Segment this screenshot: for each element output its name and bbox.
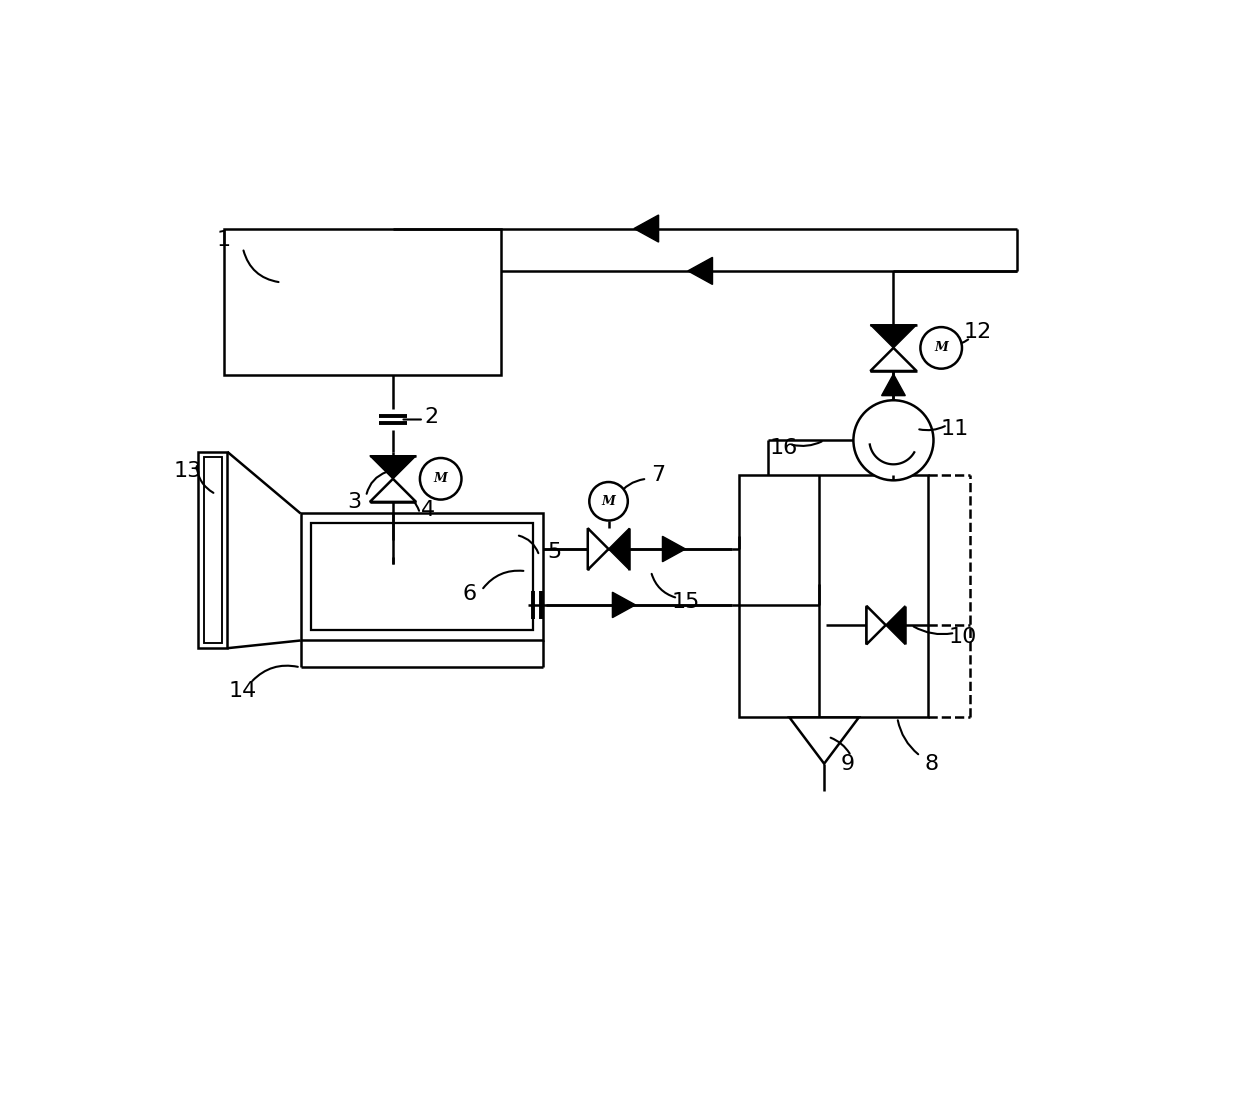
Text: 3: 3 (347, 492, 362, 512)
Polygon shape (609, 528, 630, 570)
Polygon shape (688, 258, 713, 285)
Bar (739, 475, 928, 718)
Text: 13: 13 (174, 461, 201, 481)
Polygon shape (867, 606, 885, 644)
Text: 5: 5 (548, 541, 562, 562)
Polygon shape (870, 324, 916, 347)
Text: 6: 6 (463, 584, 477, 604)
Text: 15: 15 (671, 592, 699, 612)
Polygon shape (613, 592, 635, 618)
Text: 2: 2 (424, 408, 439, 427)
Bar (300, 513, 543, 640)
Polygon shape (370, 456, 417, 479)
Polygon shape (882, 374, 905, 396)
Text: M: M (601, 494, 615, 507)
Text: 10: 10 (949, 627, 977, 647)
Bar (203, 457, 222, 642)
Text: 8: 8 (925, 754, 939, 774)
Circle shape (920, 327, 962, 368)
Circle shape (420, 458, 461, 500)
Text: 14: 14 (228, 681, 257, 700)
Bar (384, 539, 402, 557)
Polygon shape (790, 718, 859, 764)
Text: 12: 12 (963, 322, 992, 342)
Text: M: M (934, 341, 949, 354)
Text: 1: 1 (217, 230, 231, 250)
Text: 9: 9 (841, 754, 854, 774)
Circle shape (589, 482, 627, 521)
Text: 16: 16 (769, 438, 797, 458)
Bar (198, 452, 227, 648)
Bar (310, 524, 533, 630)
Text: 7: 7 (651, 465, 666, 484)
Polygon shape (588, 528, 609, 570)
Text: 11: 11 (941, 419, 970, 438)
Text: 4: 4 (420, 500, 435, 520)
Polygon shape (885, 606, 905, 644)
Polygon shape (662, 536, 686, 562)
Polygon shape (370, 479, 417, 502)
Polygon shape (870, 347, 916, 370)
Bar (223, 229, 501, 375)
Circle shape (853, 400, 934, 480)
Polygon shape (634, 215, 658, 242)
Text: M: M (434, 472, 448, 486)
